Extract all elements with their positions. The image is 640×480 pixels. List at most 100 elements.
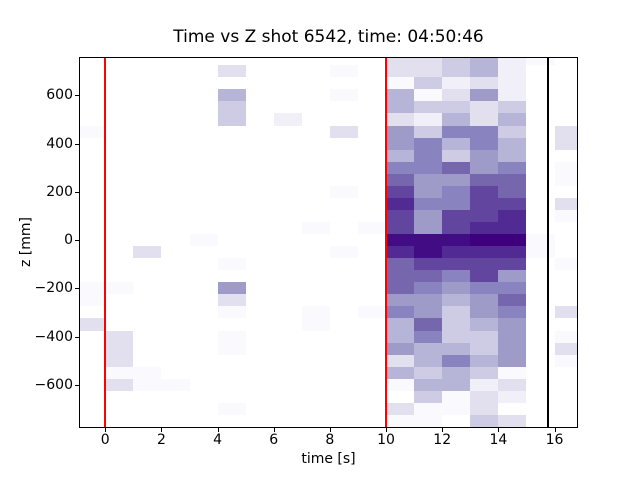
heatmap-cell: [498, 149, 527, 162]
heatmap-cell: [526, 246, 555, 259]
heatmap-cell: [414, 77, 443, 90]
heatmap-cell: [526, 58, 555, 66]
x-tick-mark: [161, 428, 163, 432]
heatmap-cell: [414, 65, 443, 78]
x-tick-label: 4: [213, 432, 223, 448]
heatmap-cell: [498, 65, 527, 78]
x-tick-label: 10: [377, 432, 395, 448]
y-tick-label: −200: [34, 280, 73, 297]
heatmap-cell: [414, 209, 443, 222]
y-tick-mark: [75, 240, 79, 242]
x-tick-mark: [329, 428, 331, 432]
heatmap-cell: [498, 173, 527, 186]
heatmap-cell: [554, 330, 577, 343]
heatmap-cell: [329, 65, 358, 78]
heatmap-cell: [414, 246, 443, 259]
heatmap-cell: [386, 222, 415, 235]
black-marker-vline: [546, 58, 549, 427]
heatmap-cell: [80, 125, 106, 138]
heatmap-cell: [329, 125, 358, 138]
heatmap-cell: [105, 342, 134, 355]
heatmap-cell: [414, 185, 443, 198]
heatmap-cell: [386, 354, 415, 367]
heatmap-cell: [386, 125, 415, 138]
heatmap-cell: [498, 209, 527, 222]
red-marker-end-vline: [385, 58, 388, 427]
heatmap-cell: [217, 101, 246, 114]
heatmap-cell: [217, 402, 246, 415]
heatmap-cell: [386, 149, 415, 162]
heatmap-cell: [442, 270, 471, 283]
heatmap-cell: [105, 330, 134, 343]
heatmap-cell: [498, 234, 527, 247]
heatmap-cell: [414, 58, 443, 66]
heatmap-cell: [470, 234, 499, 247]
heatmap-cell: [442, 342, 471, 355]
heatmap-cell: [105, 354, 134, 367]
heatmap-cell: [217, 89, 246, 102]
heatmap-cell: [498, 378, 527, 391]
heatmap-cell: [442, 197, 471, 210]
heatmap-cell: [414, 137, 443, 150]
heatmap-cell: [554, 342, 577, 355]
heatmap-cell: [526, 234, 555, 247]
heatmap-cell: [498, 58, 527, 66]
heatmap-cell: [386, 270, 415, 283]
heatmap-cell: [386, 185, 415, 198]
heatmap-cell: [386, 366, 415, 379]
heatmap-cell: [470, 402, 499, 415]
heatmap-cell: [442, 222, 471, 235]
heatmap-cell: [442, 258, 471, 271]
heatmap-cell: [386, 89, 415, 102]
heatmap-cell: [386, 77, 415, 90]
heatmap-cell: [414, 149, 443, 162]
heatmap-cell: [414, 294, 443, 307]
heatmap-cell: [386, 197, 415, 210]
heatmap-cell: [414, 366, 443, 379]
x-tick-mark: [554, 428, 556, 432]
heatmap-cell: [470, 185, 499, 198]
heatmap-cell: [386, 173, 415, 186]
heatmap-cell: [442, 330, 471, 343]
heatmap-cell: [498, 89, 527, 102]
heatmap-cell: [105, 378, 134, 391]
heatmap-cell: [498, 330, 527, 343]
heatmap-cell: [498, 125, 527, 138]
heatmap-cell: [80, 318, 106, 331]
heatmap-cell: [470, 209, 499, 222]
heatmap-cell: [470, 197, 499, 210]
heatmap-cell: [442, 173, 471, 186]
y-tick-label: 200: [46, 183, 73, 200]
heatmap-cell: [554, 137, 577, 150]
y-tick-mark: [75, 191, 79, 193]
heatmap-cell: [470, 113, 499, 126]
heatmap-cell: [470, 77, 499, 90]
heatmap-cell: [329, 246, 358, 259]
heatmap-cell: [470, 294, 499, 307]
heatmap-cell: [414, 378, 443, 391]
heatmap-cell: [470, 137, 499, 150]
heatmap-cell: [498, 414, 527, 427]
x-tick-label: 16: [545, 432, 564, 448]
heatmap-cell: [386, 258, 415, 271]
x-tick-label: 0: [100, 432, 110, 448]
heatmap-cell: [498, 282, 527, 295]
heatmap-cell: [414, 197, 443, 210]
heatmap-cell: [554, 197, 577, 210]
heatmap-cell: [498, 77, 527, 90]
heatmap-cell: [470, 330, 499, 343]
heatmap-cell: [414, 414, 443, 427]
heatmap-cell: [414, 161, 443, 174]
heatmap-cell: [442, 58, 471, 66]
heatmap-cell: [554, 258, 577, 271]
heatmap-cell: [470, 354, 499, 367]
x-tick-mark: [498, 428, 500, 432]
x-tick-label: 14: [489, 432, 508, 448]
heatmap-cell: [189, 234, 218, 247]
heatmap-cell: [217, 113, 246, 126]
heatmap-cell: [498, 390, 527, 403]
heatmap-cell: [442, 149, 471, 162]
heatmap-cell: [470, 101, 499, 114]
heatmap-cell: [386, 330, 415, 343]
heatmap-cell: [386, 282, 415, 295]
